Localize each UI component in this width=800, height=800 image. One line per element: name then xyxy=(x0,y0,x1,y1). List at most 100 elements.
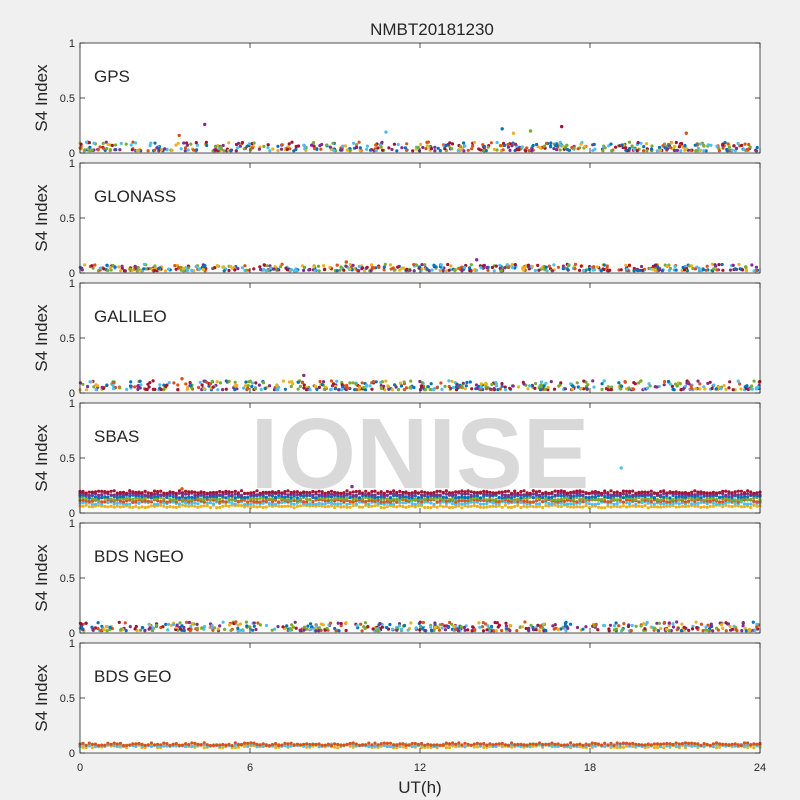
data-point xyxy=(277,504,281,508)
data-point xyxy=(204,140,208,144)
data-point xyxy=(233,745,237,750)
data-point xyxy=(675,628,679,632)
data-point xyxy=(457,495,461,499)
data-point xyxy=(364,493,368,497)
data-point xyxy=(410,504,414,508)
data-point xyxy=(559,504,563,509)
data-point xyxy=(351,490,355,494)
data-point xyxy=(639,379,643,383)
data-point xyxy=(516,499,520,504)
data-point xyxy=(693,267,698,271)
data-point xyxy=(578,505,582,509)
data-point xyxy=(159,499,163,503)
data-point xyxy=(749,490,753,494)
data-point xyxy=(255,489,259,493)
data-point xyxy=(140,495,144,499)
data-point xyxy=(164,622,168,627)
data-point xyxy=(184,496,188,500)
data-point xyxy=(125,499,129,503)
data-point xyxy=(401,501,405,505)
data-point xyxy=(309,627,313,632)
data-point xyxy=(416,145,420,150)
data-point xyxy=(319,622,323,626)
data-point xyxy=(249,502,253,506)
data-point xyxy=(351,497,355,501)
data-point xyxy=(280,143,284,147)
data-point xyxy=(481,629,486,633)
data-point xyxy=(357,386,361,390)
data-point xyxy=(406,628,410,632)
data-point xyxy=(187,743,191,747)
data-point xyxy=(677,495,681,499)
data-point xyxy=(468,266,472,270)
data-point xyxy=(537,268,541,272)
data-point xyxy=(177,502,181,506)
data-point xyxy=(211,628,215,632)
data-point xyxy=(271,147,275,151)
data-point xyxy=(130,148,134,152)
data-point xyxy=(562,496,567,500)
data-point xyxy=(365,147,369,151)
data-point xyxy=(593,497,598,501)
data-point xyxy=(485,502,489,506)
data-points xyxy=(78,258,760,273)
data-point xyxy=(131,490,135,494)
data-point xyxy=(187,504,191,508)
data-point xyxy=(566,626,570,631)
data-point xyxy=(649,496,653,500)
data-point xyxy=(408,268,412,272)
data-point xyxy=(290,268,294,272)
data-point xyxy=(124,142,128,146)
data-point xyxy=(310,143,314,147)
data-point xyxy=(255,493,259,497)
data-point xyxy=(388,498,393,502)
data-point xyxy=(633,382,637,386)
data-point xyxy=(272,267,276,271)
data-point xyxy=(99,629,103,633)
data-point xyxy=(367,505,371,509)
data-point xyxy=(736,489,740,493)
data-point xyxy=(246,502,250,506)
data-point xyxy=(128,502,132,506)
data-point xyxy=(420,493,424,497)
data-point xyxy=(478,625,482,629)
data-point xyxy=(513,489,517,493)
data-point xyxy=(180,503,185,507)
data-point xyxy=(264,505,268,509)
data-point xyxy=(702,491,706,495)
data-point xyxy=(699,500,703,504)
data-point xyxy=(556,265,561,269)
data-point xyxy=(233,743,237,747)
data-point xyxy=(506,142,510,147)
data-point xyxy=(384,379,388,383)
data-point xyxy=(699,505,703,509)
data-point xyxy=(383,262,387,266)
data-point xyxy=(168,504,172,509)
data-point xyxy=(525,505,529,509)
data-point xyxy=(84,140,89,144)
data-point xyxy=(628,744,632,748)
y-axis-label: S4 Index xyxy=(32,664,51,732)
data-point xyxy=(575,381,579,385)
data-point xyxy=(399,627,404,631)
data-point xyxy=(632,148,636,152)
data-point xyxy=(551,624,555,628)
data-point xyxy=(138,379,142,383)
data-point xyxy=(152,494,157,499)
data-point xyxy=(541,495,545,500)
data-point xyxy=(482,144,486,149)
data-point xyxy=(668,266,673,271)
data-point xyxy=(333,502,337,506)
data-point xyxy=(558,140,562,144)
data-point xyxy=(472,503,476,508)
data-point xyxy=(699,622,704,626)
data-point xyxy=(433,145,437,149)
data-point xyxy=(627,140,632,144)
data-point xyxy=(274,742,278,746)
data-point xyxy=(84,503,88,507)
data-point xyxy=(637,504,641,508)
data-point xyxy=(267,493,271,497)
data-point xyxy=(494,264,498,268)
data-point xyxy=(541,500,545,504)
data-point xyxy=(382,268,386,272)
